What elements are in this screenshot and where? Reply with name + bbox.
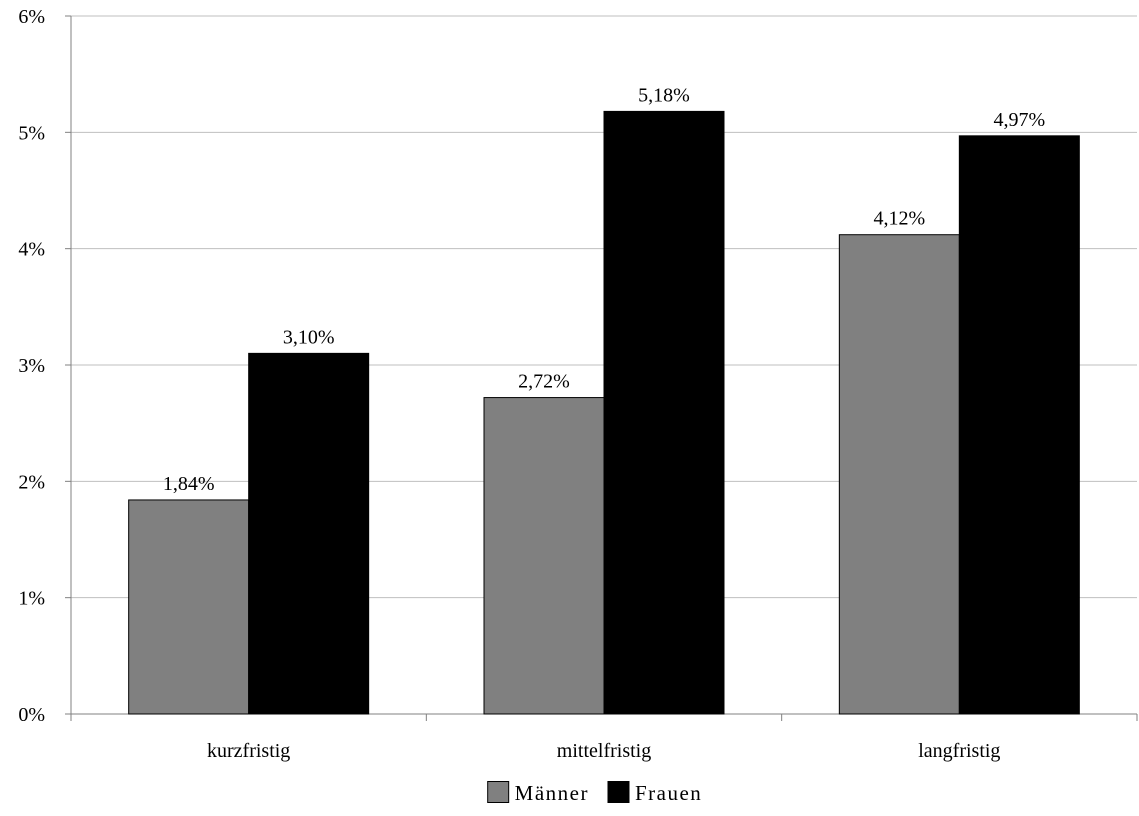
y-tick-label: 5% xyxy=(18,122,45,144)
data-label: 1,84% xyxy=(163,473,215,495)
data-label: 3,10% xyxy=(283,326,335,348)
data-label: 4,12% xyxy=(873,208,925,230)
data-label: 4,97% xyxy=(993,109,1045,131)
y-tick-label: 3% xyxy=(18,355,45,377)
legend: Männer Frauen xyxy=(487,781,702,805)
legend-label: Männer xyxy=(515,781,589,805)
bar-frauen-langfristig xyxy=(958,135,1080,715)
bar-frauen-kurzfristig xyxy=(248,352,370,715)
x-axis: kurzfristig mittelfristig langfristig xyxy=(70,713,1138,762)
y-tick-label: 1% xyxy=(18,588,45,610)
bar-männer-kurzfristig xyxy=(128,499,250,715)
data-labels: 1,84% 3,10% 2,72% 5,18% 4,12% 4,97% xyxy=(163,84,1045,495)
y-tick-label: 0% xyxy=(18,704,45,726)
y-tick-label: 6% xyxy=(18,6,45,28)
legend-swatch xyxy=(487,781,510,803)
bar-frauen-mittelfristig xyxy=(603,110,725,715)
x-category-label: mittelfristig xyxy=(557,740,651,762)
data-label: 5,18% xyxy=(638,84,690,106)
y-axis: 0% 1% 2% 3% 4% 5% 6% xyxy=(18,6,72,726)
legend-swatch xyxy=(607,781,630,803)
bar-männer-mittelfristig xyxy=(483,397,605,715)
data-label: 2,72% xyxy=(518,371,570,393)
x-category-label: langfristig xyxy=(918,740,1000,762)
y-tick-label: 4% xyxy=(18,239,45,261)
bar-männer-langfristig xyxy=(838,234,960,715)
x-category-label: kurzfristig xyxy=(207,740,290,762)
legend-item-frauen: Frauen xyxy=(607,781,702,805)
legend-label: Frauen xyxy=(635,781,702,805)
y-tick-label: 2% xyxy=(18,471,45,493)
legend-item-männer: Männer xyxy=(487,781,589,805)
bars xyxy=(128,110,1080,715)
